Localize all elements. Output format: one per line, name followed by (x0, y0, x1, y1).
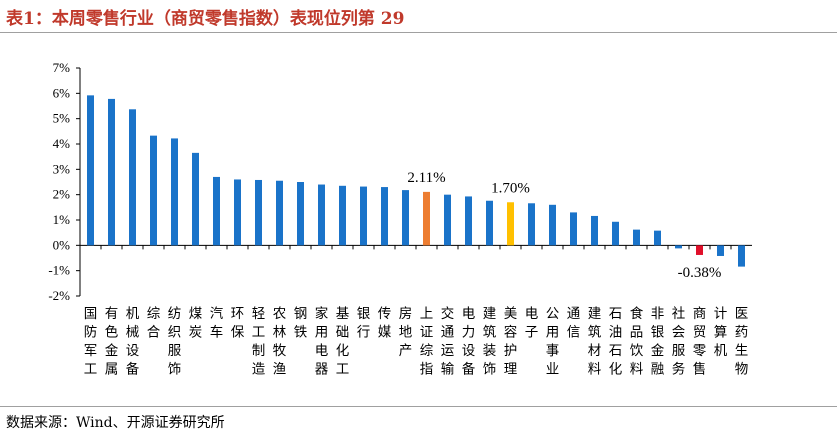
category-label: 交通运输 (441, 305, 455, 378)
category-label: 社会服务 (672, 306, 686, 378)
category-label: 电子 (525, 306, 539, 341)
top-divider (0, 32, 837, 33)
bar-纺织服饰 (171, 138, 178, 246)
bar-综合 (150, 135, 157, 246)
bar-通信 (570, 212, 577, 246)
source-note: 数据来源：Wind、开源证券研究所 (6, 415, 225, 431)
category-label: 计算机 (714, 306, 728, 359)
bar-国防军工 (87, 95, 94, 246)
category-label: 轻工制造 (252, 306, 266, 378)
category-label: 汽车 (210, 306, 224, 341)
category-label: 通信 (567, 306, 581, 341)
y-tick-label: 2% (53, 187, 71, 202)
bar-食品饮料 (633, 229, 640, 246)
category-label: 家用电器 (315, 305, 329, 378)
category-label: 商贸零售 (693, 306, 707, 378)
y-tick-label: 1% (53, 212, 71, 227)
bar-银行 (360, 186, 367, 246)
bar-电力设备 (465, 196, 472, 246)
category-label: 基础化工 (336, 305, 350, 378)
bottom-divider (0, 406, 837, 407)
bar-商贸零售 (696, 245, 703, 255)
y-tick-label: 7% (53, 60, 71, 75)
bar-医药生物 (738, 245, 745, 267)
category-label: 食品饮料 (630, 305, 644, 378)
bar-环保 (234, 179, 241, 246)
y-tick-label: 6% (53, 85, 71, 100)
category-label: 建筑材料 (588, 306, 602, 378)
y-tick-label: -2% (48, 288, 70, 303)
category-label: 公用事业 (546, 306, 560, 378)
bar-公用事业 (549, 204, 556, 246)
category-label: 石油石化 (609, 306, 623, 378)
bar-社会服务 (675, 245, 682, 249)
y-tick-label: 3% (53, 161, 71, 176)
category-label: 机械设备 (126, 306, 140, 378)
bar-有色金属 (108, 98, 115, 246)
category-label: 非银金融 (651, 306, 665, 378)
bar-非银金融 (654, 230, 661, 246)
y-tick-label: 5% (53, 111, 71, 126)
category-label: 综合 (147, 306, 161, 341)
bar-电子 (528, 203, 535, 246)
bar-上证综指 (423, 191, 430, 246)
category-label: 国防军工 (84, 306, 98, 378)
chart-title: 表1：本周零售行业（商贸零售指数）表现位列第 29 (6, 9, 405, 29)
category-label: 环保 (231, 306, 245, 341)
category-label: 有色金属 (105, 306, 119, 378)
bar-计算机 (717, 245, 724, 256)
category-label: 医药生物 (735, 306, 749, 378)
bar-建筑装饰 (486, 200, 493, 246)
category-label: 农林牧渔 (273, 306, 287, 378)
category-label: 上证综指 (420, 306, 434, 378)
category-label: 电力设备 (462, 306, 476, 378)
data-label-美容护理: 1.70% (491, 180, 530, 196)
bar-传媒 (381, 187, 388, 246)
category-label: 纺织服饰 (168, 306, 182, 378)
y-tick-label: 0% (53, 237, 71, 252)
bar-机械设备 (129, 109, 136, 246)
bar-农林牧渔 (276, 180, 283, 246)
category-label: 银行 (357, 306, 371, 341)
bar-石油石化 (612, 221, 619, 246)
bar-钢铁 (297, 182, 304, 246)
bar-汽车 (213, 176, 220, 246)
y-tick-label: -1% (48, 263, 70, 278)
bar-chart: -2% -1% 0% 1% 2% 3% 4% 5% 6% 7% 国防军工有色金属机械设备综合纺织服饰… (48, 60, 752, 378)
category-label: 煤炭 (189, 306, 203, 341)
bar-轻工制造 (255, 179, 262, 246)
bar-交通运输 (444, 194, 451, 246)
category-label: 房地产 (399, 306, 413, 359)
category-label: 美容护理 (504, 306, 518, 378)
bar-家用电器 (318, 184, 325, 246)
data-label-上证综指: 2.11% (407, 170, 445, 186)
bar-煤炭 (192, 152, 199, 246)
bar-基础化工 (339, 185, 346, 246)
y-tick-label: 4% (53, 136, 71, 151)
category-label: 传媒 (378, 306, 392, 341)
bar-房地产 (402, 190, 409, 246)
data-label-商贸零售: -0.38% (678, 265, 722, 281)
bar-建筑材料 (591, 215, 598, 246)
category-label: 钢铁 (294, 306, 308, 341)
bar-美容护理 (507, 202, 514, 246)
category-label: 建筑装饰 (483, 306, 497, 378)
